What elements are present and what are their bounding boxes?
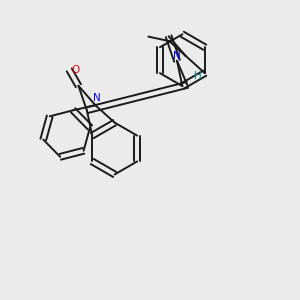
Text: N: N: [172, 51, 180, 61]
Text: H: H: [194, 71, 202, 81]
Text: N: N: [93, 93, 101, 103]
Text: O: O: [72, 65, 80, 75]
